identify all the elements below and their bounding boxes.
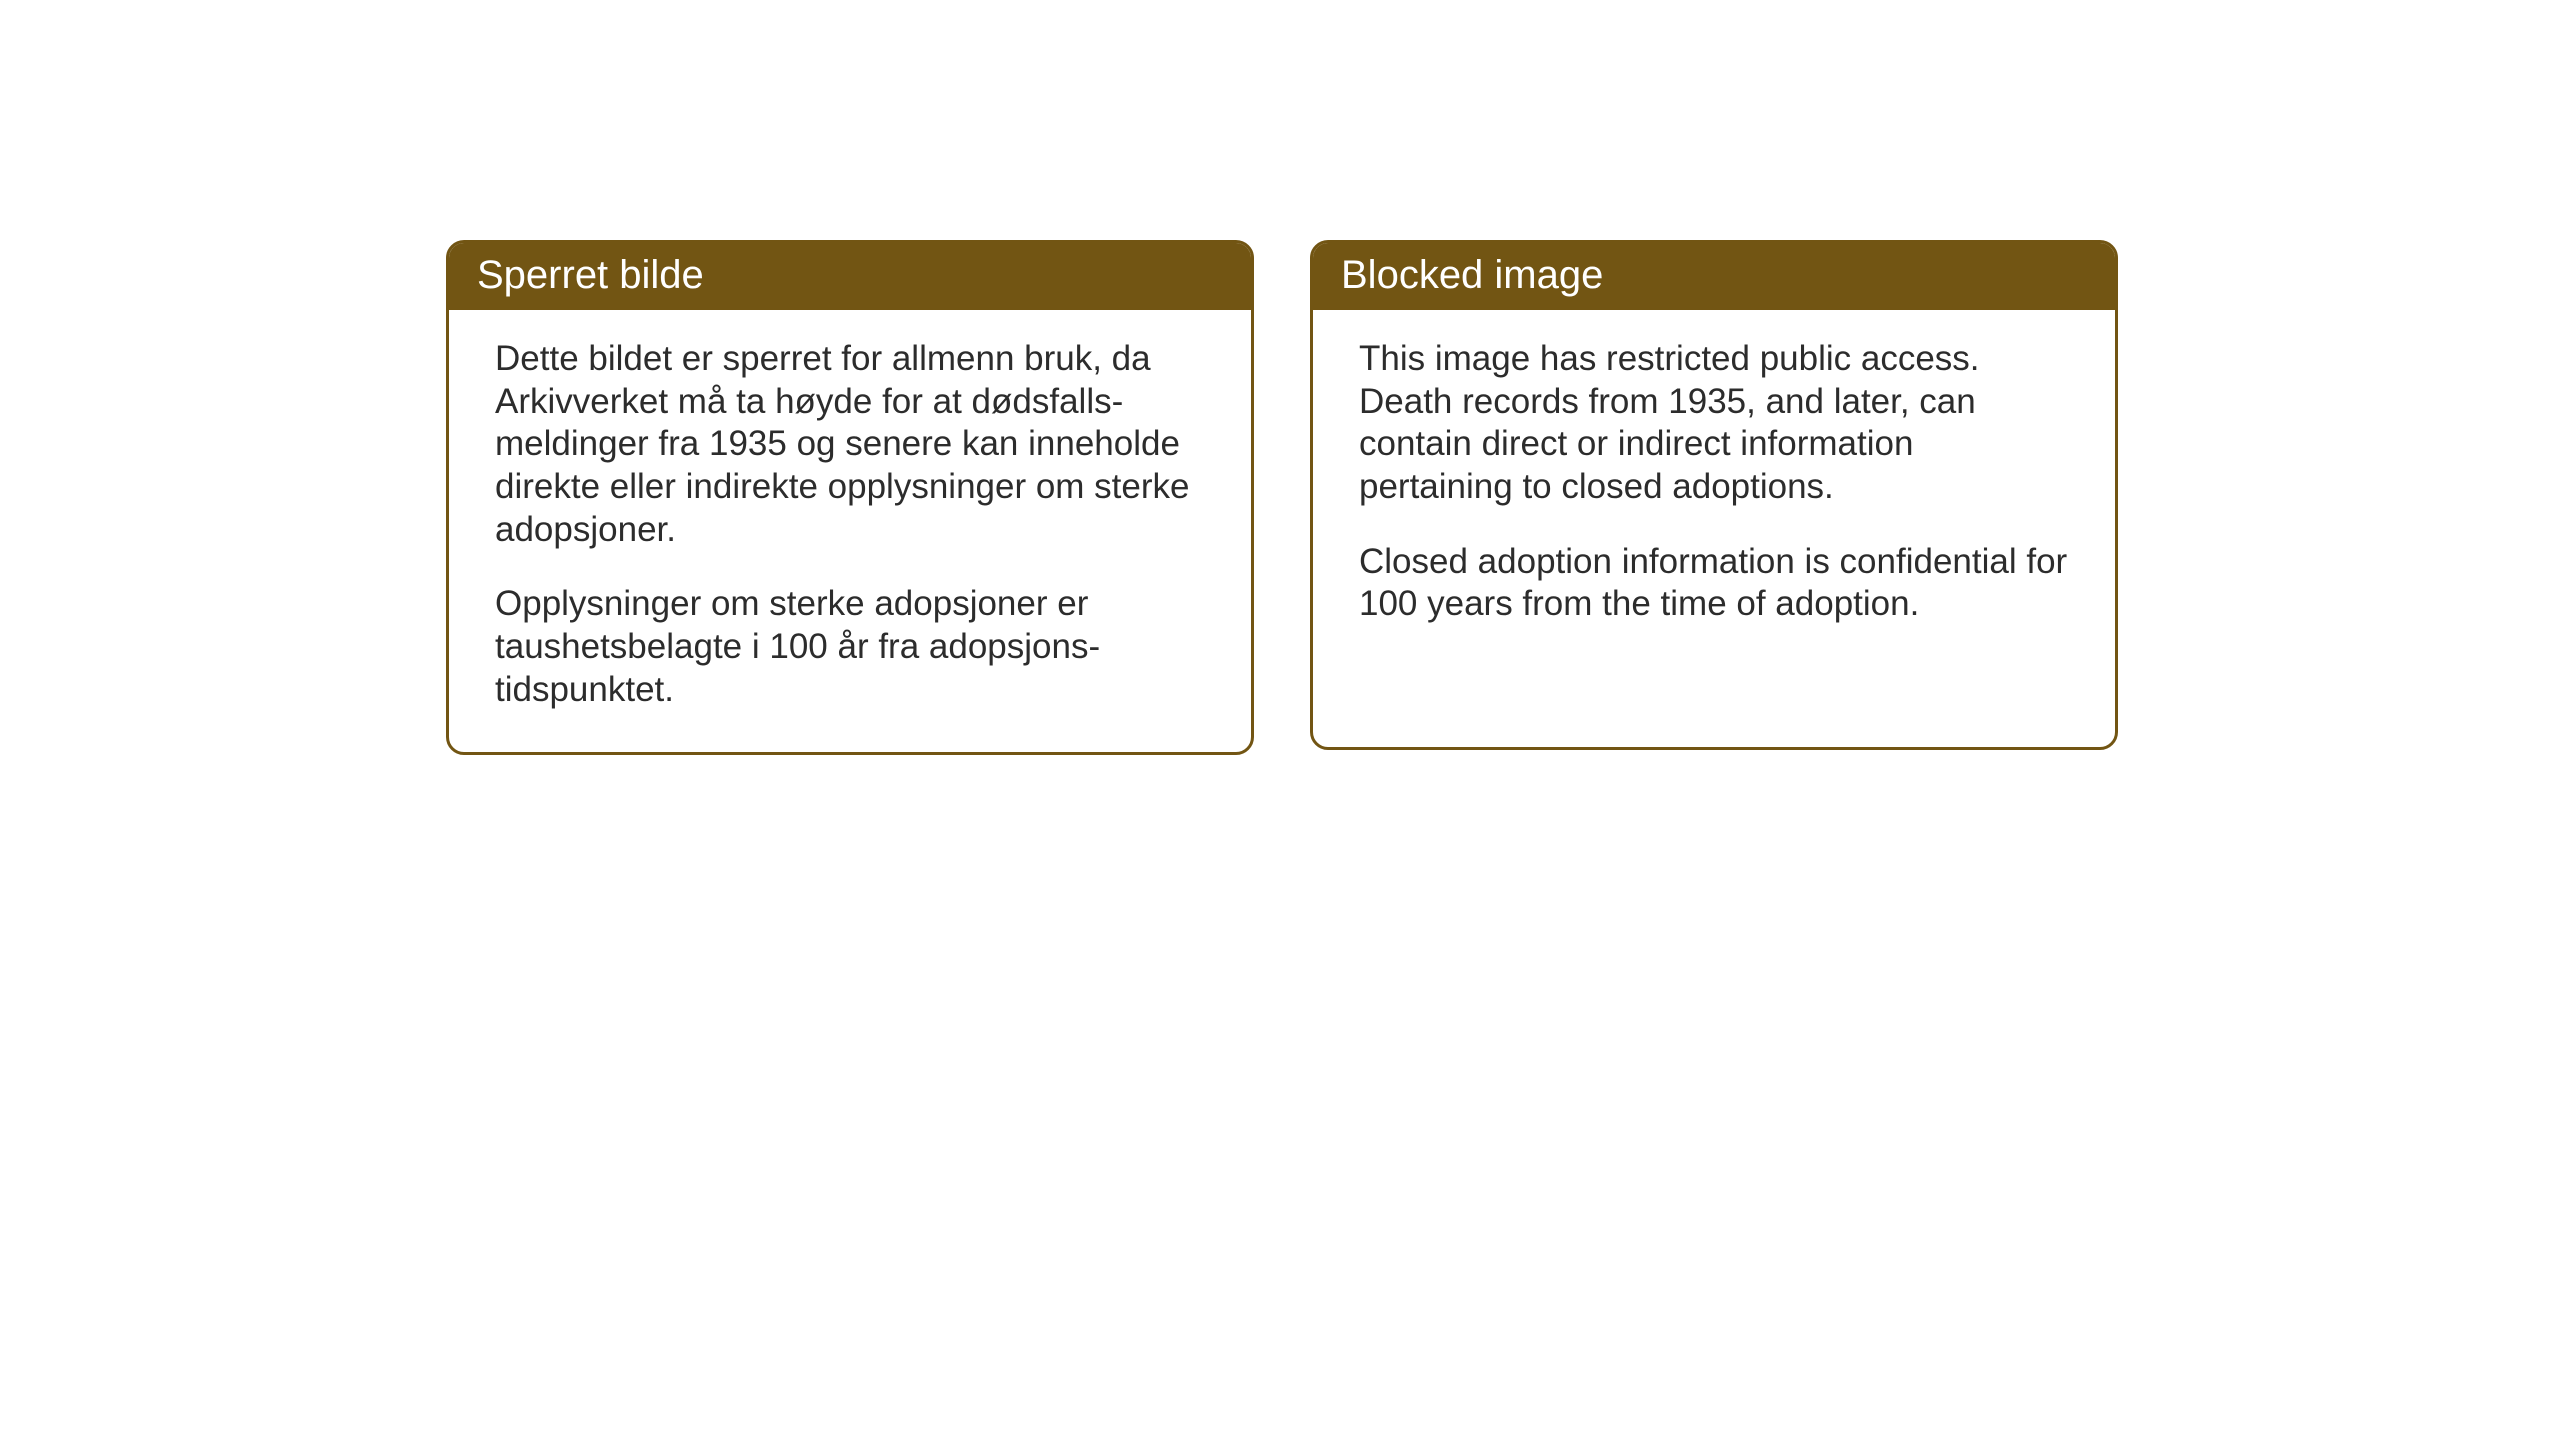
notice-paragraph-1-english: This image has restricted public access.… xyxy=(1359,338,2069,509)
notice-body-english: This image has restricted public access.… xyxy=(1313,310,2115,666)
notice-header-norwegian: Sperret bilde xyxy=(449,243,1251,310)
notice-header-english: Blocked image xyxy=(1313,243,2115,310)
notice-title-english: Blocked image xyxy=(1341,253,1603,297)
notice-title-norwegian: Sperret bilde xyxy=(477,253,704,297)
notice-card-english: Blocked image This image has restricted … xyxy=(1310,240,2118,750)
notice-paragraph-1-norwegian: Dette bildet er sperret for allmenn bruk… xyxy=(495,338,1205,551)
notice-body-norwegian: Dette bildet er sperret for allmenn bruk… xyxy=(449,310,1251,752)
notice-paragraph-2-english: Closed adoption information is confident… xyxy=(1359,541,2069,626)
notice-paragraph-2-norwegian: Opplysninger om sterke adopsjoner er tau… xyxy=(495,583,1205,711)
notice-container: Sperret bilde Dette bildet er sperret fo… xyxy=(446,240,2118,755)
notice-card-norwegian: Sperret bilde Dette bildet er sperret fo… xyxy=(446,240,1254,755)
